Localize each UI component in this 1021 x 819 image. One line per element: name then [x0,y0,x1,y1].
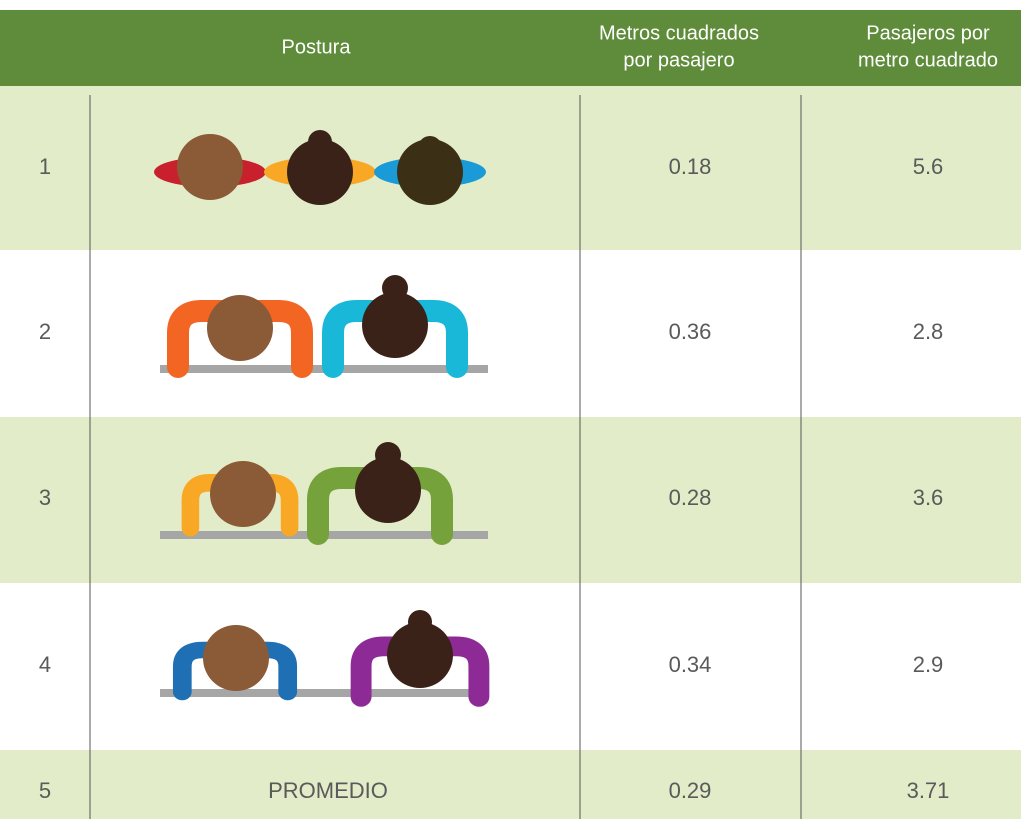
area-per-passenger: 0.18 [669,154,712,179]
header-cell: por pasajero [623,49,734,71]
passengers-per-area: 2.8 [913,319,944,344]
row-number: 4 [39,652,51,677]
posture-illustration [154,130,486,205]
posture-illustration [160,275,488,373]
area-per-passenger: 0.28 [669,485,712,510]
area-per-passenger: 0.34 [669,652,712,677]
posture-label: PROMEDIO [268,778,388,803]
header-cell: Postura [282,36,352,58]
header-cell: metro cuadrado [858,49,998,71]
passengers-per-area: 3.71 [907,778,950,803]
row-number: 5 [39,778,51,803]
passengers-per-area: 5.6 [913,154,944,179]
area-per-passenger: 0.36 [669,319,712,344]
row-number: 3 [39,485,51,510]
posture-illustration [160,610,488,697]
header-cell: Pasajeros por [866,22,990,44]
row-band [0,417,1021,583]
row-number: 2 [39,319,51,344]
row-band [0,750,1021,819]
row-band [0,86,1021,250]
area-per-passenger: 0.29 [669,778,712,803]
row-number: 1 [39,154,51,179]
passengers-per-area: 2.9 [913,652,944,677]
table: Postura Metros cuadrados por pasajero Pa… [0,0,1021,819]
header-cell: Metros cuadrados [599,22,759,44]
passengers-per-area: 3.6 [913,485,944,510]
